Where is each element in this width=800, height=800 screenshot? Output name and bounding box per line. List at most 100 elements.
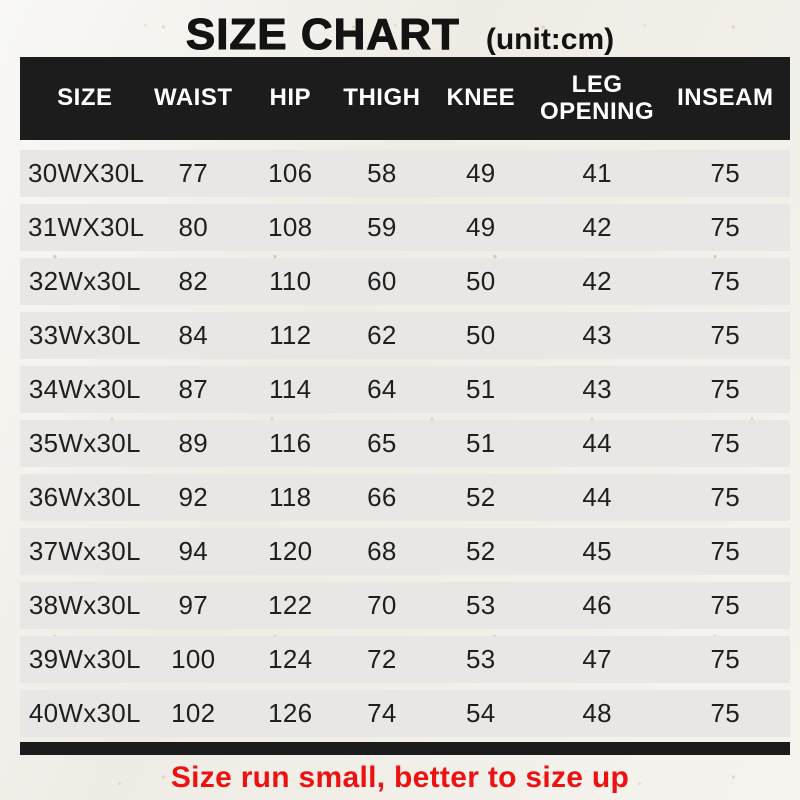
column-header-size: SIZE bbox=[57, 84, 113, 112]
cell-knee: 49 bbox=[466, 212, 496, 242]
cell-hip: 110 bbox=[269, 266, 312, 296]
cell-inseam: 75 bbox=[710, 644, 741, 674]
cell-leg-opening: 46 bbox=[582, 590, 612, 620]
cell-thigh: 58 bbox=[367, 158, 397, 188]
cell-hip: 108 bbox=[268, 212, 313, 242]
cell-inseam: 75 bbox=[710, 698, 741, 728]
cell-inseam: 75 bbox=[710, 590, 741, 620]
column-header-thigh: THIGH bbox=[343, 84, 421, 112]
table-row: 39Wx30L 100 124 72 53 47 75 bbox=[20, 636, 790, 683]
cell-leg-opening: 41 bbox=[582, 158, 612, 188]
cell-leg-opening: 44 bbox=[582, 428, 612, 458]
unit-label: (unit:cm) bbox=[485, 23, 615, 56]
page-title-text: SIZE CHART bbox=[185, 9, 460, 59]
cell-knee: 50 bbox=[466, 266, 496, 296]
size-note: Size run small, better to size up bbox=[170, 761, 630, 794]
table-row: 40Wx30L 102 126 74 54 48 75 bbox=[20, 690, 790, 737]
cell-size: 38Wx30L bbox=[28, 590, 141, 620]
cell-size: 33Wx30L bbox=[28, 320, 141, 350]
cell-thigh: 66 bbox=[367, 482, 397, 512]
cell-thigh: 62 bbox=[367, 320, 397, 350]
cell-hip: 120 bbox=[268, 536, 313, 566]
cell-leg-opening: 42 bbox=[582, 266, 612, 296]
cell-hip: 122 bbox=[268, 590, 313, 620]
cell-knee: 49 bbox=[466, 158, 496, 188]
cell-hip: 118 bbox=[269, 482, 312, 512]
cell-size: 36Wx30L bbox=[28, 482, 141, 512]
cell-inseam: 75 bbox=[710, 482, 741, 512]
cell-inseam: 75 bbox=[710, 536, 741, 566]
cell-hip: 116 bbox=[269, 428, 312, 458]
cell-size: 39Wx30L bbox=[28, 644, 141, 674]
cell-thigh: 60 bbox=[367, 266, 397, 296]
cell-leg-opening: 48 bbox=[582, 698, 612, 728]
table-row: 31WX30L 80 108 59 49 42 75 bbox=[20, 204, 790, 251]
cell-waist: 89 bbox=[178, 428, 208, 458]
cell-waist: 87 bbox=[178, 374, 208, 404]
size-table-header: SIZE WAIST HIP THIGH KNEE LEG OPENING IN… bbox=[20, 57, 790, 140]
cell-inseam: 75 bbox=[710, 158, 741, 188]
table-row: 34Wx30L 87 114 64 51 43 75 bbox=[20, 366, 790, 413]
cell-leg-opening: 43 bbox=[582, 374, 612, 404]
cell-knee: 54 bbox=[466, 698, 496, 728]
cell-leg-opening: 43 bbox=[582, 320, 612, 350]
cell-hip: 112 bbox=[269, 320, 312, 350]
cell-size: 34Wx30L bbox=[28, 374, 141, 404]
cell-leg-opening: 47 bbox=[582, 644, 612, 674]
cell-leg-opening: 44 bbox=[582, 482, 612, 512]
cell-inseam: 75 bbox=[710, 374, 741, 404]
cell-size: 35Wx30L bbox=[28, 428, 141, 458]
cell-leg-opening: 42 bbox=[582, 212, 612, 242]
cell-inseam: 75 bbox=[710, 320, 741, 350]
cell-hip: 124 bbox=[268, 644, 313, 674]
cell-hip: 106 bbox=[268, 158, 313, 188]
cell-thigh: 65 bbox=[367, 428, 397, 458]
cell-size: 40Wx30L bbox=[28, 698, 141, 728]
cell-size: 30WX30L bbox=[28, 158, 145, 188]
cell-waist: 97 bbox=[178, 590, 208, 620]
table-row: 30WX30L 77 106 58 49 41 75 bbox=[20, 150, 790, 197]
cell-thigh: 64 bbox=[367, 374, 397, 404]
column-header-inseam: INSEAM bbox=[677, 84, 774, 112]
cell-thigh: 68 bbox=[367, 536, 397, 566]
cell-size: 32Wx30L bbox=[28, 266, 141, 296]
cell-size: 37Wx30L bbox=[28, 536, 141, 566]
column-header-waist: WAIST bbox=[153, 84, 233, 112]
cell-waist: 77 bbox=[178, 158, 208, 188]
cell-knee: 53 bbox=[466, 590, 496, 620]
cell-waist: 92 bbox=[178, 482, 208, 512]
column-header-leg-opening: LEG OPENING bbox=[539, 71, 655, 125]
cell-knee: 52 bbox=[466, 482, 496, 512]
cell-thigh: 59 bbox=[367, 212, 397, 242]
page-title: SIZE CHART (unit:cm) bbox=[0, 0, 800, 59]
cell-leg-opening: 45 bbox=[582, 536, 612, 566]
cell-knee: 51 bbox=[466, 428, 496, 458]
cell-thigh: 72 bbox=[367, 644, 397, 674]
cell-size: 31WX30L bbox=[28, 212, 145, 242]
cell-thigh: 70 bbox=[367, 590, 397, 620]
cell-waist: 94 bbox=[178, 536, 208, 566]
table-row: 36Wx30L 92 118 66 52 44 75 bbox=[20, 474, 790, 521]
cell-waist: 102 bbox=[171, 698, 216, 728]
cell-inseam: 75 bbox=[710, 266, 741, 296]
table-row: 37Wx30L 94 120 68 52 45 75 bbox=[20, 528, 790, 575]
cell-hip: 114 bbox=[269, 374, 312, 404]
table-row: 32Wx30L 82 110 60 50 42 75 bbox=[20, 258, 790, 305]
table-bottom-bar bbox=[20, 742, 790, 755]
size-table-body: 30WX30L 77 106 58 49 41 75 31WX30L 80 10… bbox=[20, 140, 790, 737]
cell-knee: 50 bbox=[466, 320, 496, 350]
cell-hip: 126 bbox=[268, 698, 313, 728]
table-row: 38Wx30L 97 122 70 53 46 75 bbox=[20, 582, 790, 629]
cell-knee: 51 bbox=[466, 374, 496, 404]
column-header-hip: HIP bbox=[269, 84, 312, 112]
column-header-knee: KNEE bbox=[446, 84, 516, 112]
cell-thigh: 74 bbox=[367, 698, 397, 728]
size-table: SIZE WAIST HIP THIGH KNEE LEG OPENING IN… bbox=[20, 57, 790, 755]
cell-waist: 82 bbox=[178, 266, 208, 296]
cell-inseam: 75 bbox=[710, 212, 741, 242]
cell-waist: 100 bbox=[171, 644, 216, 674]
cell-waist: 84 bbox=[178, 320, 208, 350]
cell-knee: 52 bbox=[466, 536, 496, 566]
cell-knee: 53 bbox=[466, 644, 496, 674]
